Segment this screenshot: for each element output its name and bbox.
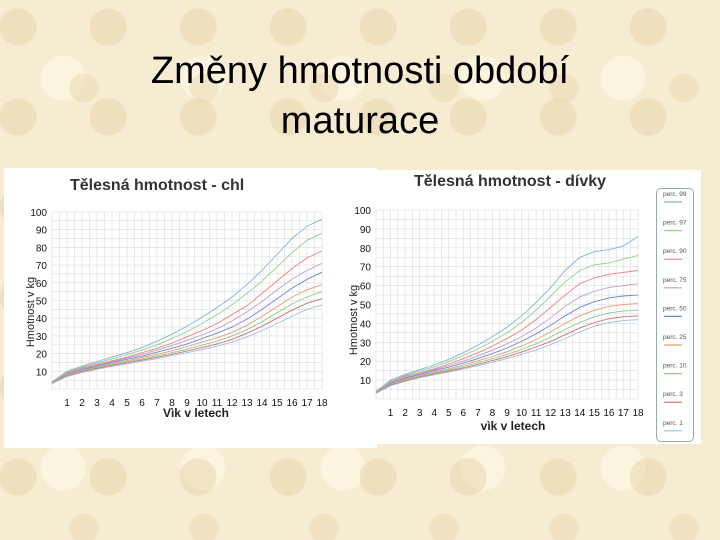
girls-y-tick-label: 50 [360,301,372,312]
legend-label: perc. 1 [663,420,683,427]
boys-x-tick-label: 9 [184,398,190,409]
girls-x-tick-label: 14 [574,408,586,419]
girls-y-tick-label: 30 [360,338,372,349]
boys-series-line-8 [51,298,323,384]
boys-x-tick-label: 4 [109,398,115,409]
girls-series-line-6 [375,303,639,394]
boys-x-tick-label: 15 [271,398,283,409]
girls-series-line-2 [375,254,639,393]
girls-series-line-8 [375,315,639,394]
girls-x-tick-label: 4 [431,408,437,419]
slide-title-line-2: maturace [280,100,440,142]
girls-y-tick-label: 40 [360,319,372,330]
girls-x-tick-label: 7 [475,408,481,419]
legend-label: perc. 99 [663,191,687,198]
boys-y-tick-label: 60 [36,279,48,290]
boys-y-tick-label: 20 [36,350,48,361]
boys-x-tick-label: 10 [196,398,208,409]
boys-y-tick-label: 90 [36,226,48,237]
boys-series-line-7 [51,291,323,384]
slide-title: Změny hmotnosti období maturace [0,46,720,146]
girls-x-tick-label: 15 [589,408,601,419]
boys-series-line-9 [51,304,323,385]
girls-x-tick-label: 12 [545,408,557,419]
girls-x-axis-label: vìk v letech [481,419,546,433]
legend-label: perc. 97 [663,220,687,227]
slide-title-line-1: Změny hmotnosti období [150,50,570,92]
boys-x-tick-label: 5 [124,398,130,409]
girls-x-tick-label: 17 [618,408,630,419]
boys-y-tick-label: 40 [36,314,48,325]
girls-x-tick-label: 16 [603,408,615,419]
girls-y-tick-label: 100 [354,206,371,217]
girls-series-line-9 [375,319,639,394]
girls-y-tick-label: 80 [360,244,372,255]
girls-x-tick-label: 1 [388,408,394,419]
boys-x-tick-label: 3 [94,398,100,409]
legend-label: perc. 25 [663,334,687,341]
girls-series-line-3 [375,270,639,393]
girls-series-line-4 [375,283,639,393]
girls-chart-panel [376,170,701,444]
boys-x-tick-label: 2 [79,398,85,409]
legend-label: perc. 90 [663,248,687,255]
boys-series-line-5 [51,271,323,384]
girls-x-tick-label: 8 [490,408,496,419]
boys-chart-title: Tělesná hmotnost - chl [70,177,244,194]
boys-y-axis-label: Hmotnost v kg [25,277,37,347]
girls-x-tick-label: 6 [461,408,467,419]
boys-y-tick-label: 80 [36,243,48,254]
boys-y-tick-label: 100 [30,208,47,219]
girls-y-axis-label: Hmotnost v kg [348,285,360,355]
girls-x-tick-label: 11 [531,408,542,419]
girls-series-line-5 [375,294,639,393]
boys-series-line-4 [51,262,323,384]
legend-label: perc. 50 [663,305,687,312]
boys-y-tick-label: 30 [36,332,48,343]
girls-y-tick-label: 90 [360,225,372,236]
girls-x-tick-label: 5 [446,408,452,419]
girls-x-tick-label: 9 [504,408,510,419]
girls-series-line-1 [375,236,639,392]
boys-x-tick-label: 14 [256,398,268,409]
girls-y-tick-label: 60 [360,282,372,293]
boys-x-tick-label: 8 [169,398,175,409]
boys-x-tick-label: 16 [286,398,298,409]
girls-chart-title: Tělesná hmotnost - dívky [414,173,606,190]
girls-x-tick-label: 13 [560,408,572,419]
boys-x-tick-label: 12 [226,398,238,409]
girls-x-tick-label: 2 [402,408,408,419]
boys-series-line-2 [51,232,323,383]
girls-x-tick-label: 18 [632,408,644,419]
boys-y-tick-label: 70 [36,261,48,272]
boys-series-line-6 [51,284,323,384]
legend-label: perc. 3 [663,391,683,398]
boys-chart-panel [4,168,377,448]
girls-x-tick-label: 10 [516,408,528,419]
boys-x-tick-label: 18 [316,398,328,409]
girls-y-tick-label: 10 [360,376,372,387]
girls-y-tick-label: 20 [360,357,372,368]
girls-series-line-7 [375,309,639,394]
boys-y-tick-label: 10 [36,367,48,378]
boys-x-tick-label: 7 [154,398,160,409]
boys-x-tick-label: 1 [64,398,70,409]
girls-y-tick-label: 70 [360,263,372,274]
legend-label: perc. 75 [663,277,687,284]
boys-x-tick-label: 13 [241,398,253,409]
boys-x-tick-label: 11 [212,398,223,409]
legend-label: perc. 10 [663,363,687,370]
boys-x-axis-label: Vìk v letech [163,406,229,420]
boys-series-line-1 [51,218,323,383]
girls-x-tick-label: 3 [417,408,423,419]
boys-series-line-3 [51,250,323,383]
boys-x-tick-label: 17 [301,398,313,409]
boys-y-tick-label: 50 [36,297,48,308]
boys-x-tick-label: 6 [139,398,145,409]
